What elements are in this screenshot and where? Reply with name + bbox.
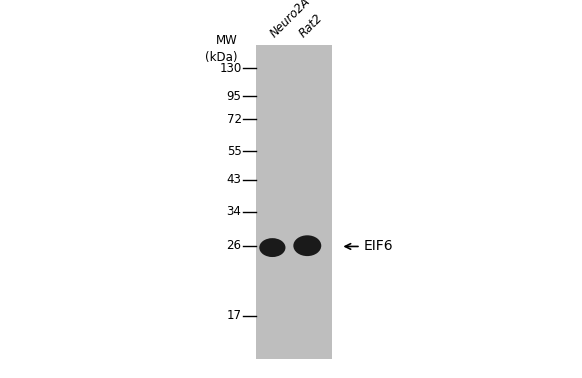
Text: 17: 17 — [226, 309, 242, 322]
Text: 43: 43 — [226, 173, 242, 186]
Text: 130: 130 — [219, 62, 242, 74]
Text: 55: 55 — [227, 145, 242, 158]
Text: EIF6: EIF6 — [364, 239, 393, 254]
Text: 95: 95 — [226, 90, 242, 103]
Text: Rat2: Rat2 — [296, 11, 325, 40]
Ellipse shape — [293, 235, 321, 256]
Text: MW: MW — [216, 34, 237, 47]
Text: (kDa): (kDa) — [205, 51, 237, 64]
Ellipse shape — [260, 238, 285, 257]
Text: 72: 72 — [226, 113, 242, 125]
Bar — [256, 45, 332, 359]
Text: Neuro2A: Neuro2A — [267, 0, 313, 40]
Text: 26: 26 — [226, 239, 242, 252]
Text: 34: 34 — [226, 205, 242, 218]
